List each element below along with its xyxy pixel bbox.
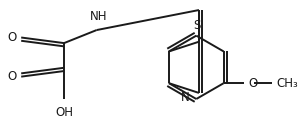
Text: CH₃: CH₃	[276, 77, 298, 90]
Text: O: O	[7, 70, 16, 83]
Text: N: N	[181, 91, 190, 104]
Text: O: O	[248, 77, 257, 90]
Text: OH: OH	[55, 106, 73, 119]
Text: NH: NH	[90, 10, 107, 23]
Text: S: S	[193, 19, 201, 32]
Text: O: O	[7, 31, 16, 44]
